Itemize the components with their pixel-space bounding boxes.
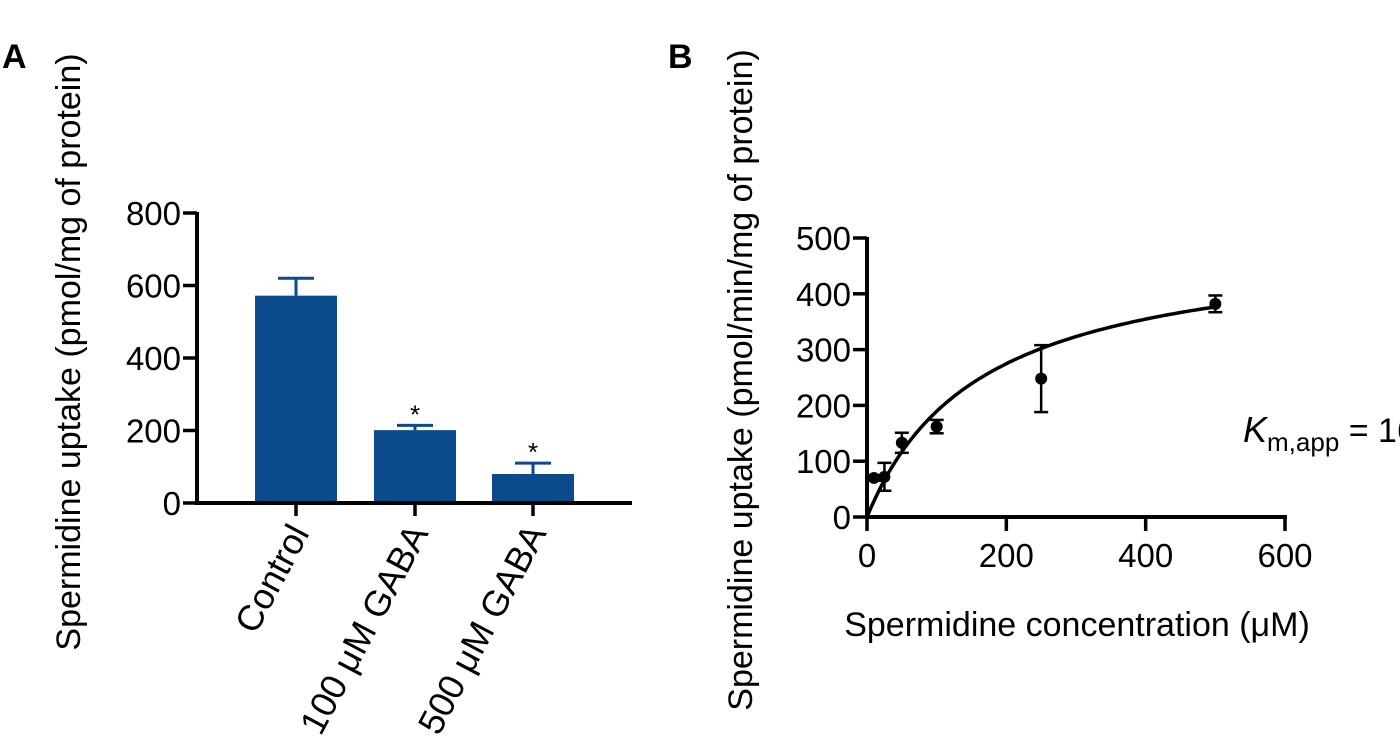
panel-b-y-tick-label: 400 bbox=[796, 276, 851, 313]
data-point-3 bbox=[895, 436, 908, 449]
panel-a-label: A bbox=[2, 38, 27, 76]
panel-b-y-axis-title: Spermidine uptake (pmol/min/mg of protei… bbox=[722, 49, 760, 710]
category-label-1: Control bbox=[226, 518, 317, 640]
panel-b-x-tick-label: 200 bbox=[979, 537, 1034, 574]
km-annotation: Km,app = 164 μM bbox=[1243, 409, 1400, 457]
panel-a-y-tick-label: 400 bbox=[126, 340, 181, 377]
panel-b-y-tick-label: 100 bbox=[796, 443, 851, 480]
category-label-3: 500 μM GABA bbox=[409, 518, 554, 741]
panel-a-chart: A Spermidine uptake (pmol/mg of protein)… bbox=[2, 38, 632, 741]
data-point-2 bbox=[878, 470, 891, 483]
panel-b-x-tick-label: 0 bbox=[858, 537, 876, 574]
panel-a-y-tick-label: 800 bbox=[126, 195, 181, 232]
data-point-1 bbox=[867, 471, 880, 484]
panel-b-y-tick-label: 500 bbox=[796, 220, 851, 257]
panel-a-y-tick-label: 0 bbox=[163, 485, 181, 522]
panel-b-y-tick-label: 300 bbox=[796, 332, 851, 369]
category-label-2: 100 μM GABA bbox=[291, 518, 436, 741]
panel-b-y-tick-label: 200 bbox=[796, 387, 851, 424]
km-subscript: m,app bbox=[1267, 427, 1339, 457]
significance-marker-2: * bbox=[410, 399, 420, 429]
data-point-4 bbox=[930, 420, 943, 433]
panel-b-label: B bbox=[668, 38, 693, 76]
panel-a-y-tick-label: 200 bbox=[126, 413, 181, 450]
bar-3 bbox=[492, 474, 574, 503]
data-point-6 bbox=[1209, 297, 1222, 310]
panel-a-y-axis-title: Spermidine uptake (pmol/mg of protein) bbox=[50, 53, 88, 650]
data-point-5 bbox=[1035, 372, 1048, 385]
km-symbol: K bbox=[1243, 409, 1269, 450]
bar-1 bbox=[255, 295, 337, 503]
panel-b-x-tick-label: 400 bbox=[1118, 537, 1173, 574]
panel-b-chart: B Spermidine uptake (pmol/min/mg of prot… bbox=[668, 38, 1400, 711]
panel-b-x-axis-title: Spermidine concentration (μM) bbox=[844, 606, 1310, 644]
significance-marker-3: * bbox=[528, 437, 538, 467]
km-value: = 164 μM bbox=[1339, 412, 1400, 450]
panel-a-y-tick-label: 600 bbox=[126, 268, 181, 305]
bar-2 bbox=[374, 430, 456, 503]
panel-b-y-tick-label: 0 bbox=[833, 499, 851, 536]
panel-b-x-tick-label: 600 bbox=[1257, 537, 1312, 574]
